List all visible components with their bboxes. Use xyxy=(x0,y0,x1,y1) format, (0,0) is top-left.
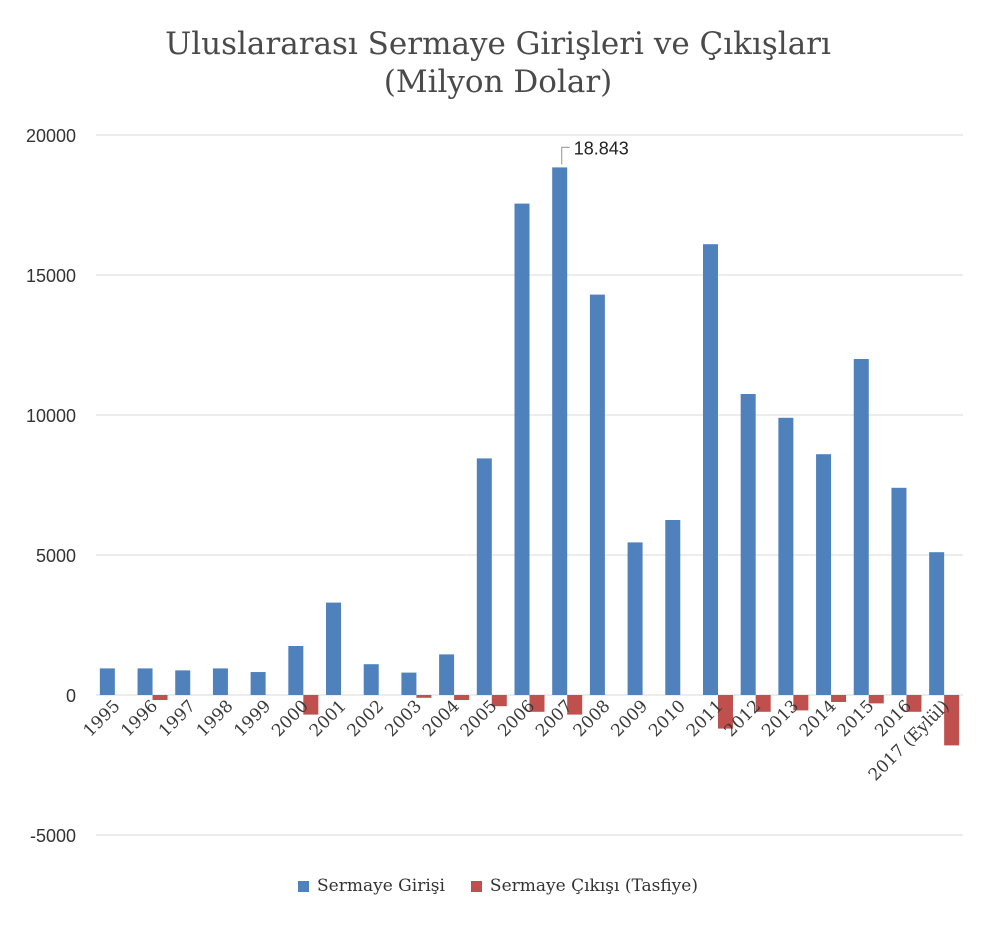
bar-inflow xyxy=(137,668,153,695)
bar-outflow xyxy=(831,695,847,702)
bar-inflow xyxy=(740,394,756,695)
x-tick-label: 2010 xyxy=(645,696,690,741)
y-tick-label: 0 xyxy=(66,686,76,706)
bar-inflow xyxy=(514,203,530,695)
y-tick-label: 15000 xyxy=(26,266,76,286)
bar-outflow xyxy=(529,695,545,712)
bar-outflow xyxy=(303,695,319,715)
bar-outflow xyxy=(416,695,432,698)
bar-inflow xyxy=(326,602,342,695)
bar-inflow xyxy=(853,359,869,695)
chart-legend: Sermaye Girişi Sermaye Çıkışı (Tasfiye) xyxy=(0,876,996,896)
x-tick-label: 1995 xyxy=(80,696,125,741)
legend-label-inflow: Sermaye Girişi xyxy=(317,876,445,896)
bar-inflow xyxy=(891,487,907,695)
bar-outflow xyxy=(944,695,960,746)
x-tick-label: 1996 xyxy=(117,696,162,741)
x-tick-label: 2003 xyxy=(381,696,426,741)
bar-inflow xyxy=(476,458,492,695)
legend-swatch-inflow xyxy=(298,880,310,892)
data-label: 18.843 xyxy=(574,138,629,158)
bar-outflow xyxy=(868,695,884,704)
data-label-leader xyxy=(561,146,570,165)
chart-title: Uluslararası Sermaye Girişleri ve Çıkışl… xyxy=(165,26,831,62)
legend-swatch-outflow xyxy=(470,880,482,892)
x-tick-label: 1999 xyxy=(230,696,275,741)
bar-inflow xyxy=(589,294,605,695)
x-tick-label: 2009 xyxy=(607,696,652,741)
y-tick-label: 20000 xyxy=(26,126,76,146)
bar-outflow xyxy=(454,695,470,701)
bar-outflow xyxy=(491,695,507,707)
bar-outflow xyxy=(755,695,771,712)
bar-inflow xyxy=(778,417,794,695)
bar-inflow xyxy=(665,520,681,695)
bar-outflow xyxy=(152,695,168,701)
bar-outflow xyxy=(567,695,583,715)
legend-item-inflow: Sermaye Girişi xyxy=(298,876,445,896)
bar-inflow xyxy=(702,244,718,695)
x-tick-label: 2002 xyxy=(344,696,389,741)
bar-outflow xyxy=(906,695,922,712)
bar-inflow xyxy=(175,670,191,695)
bar-inflow xyxy=(552,167,568,695)
bar-inflow xyxy=(99,668,115,695)
legend-label-outflow: Sermaye Çıkışı (Tasfiye) xyxy=(489,876,698,896)
bar-inflow xyxy=(363,664,379,695)
y-tick-label: -5000 xyxy=(30,826,76,846)
bar-inflow xyxy=(401,672,417,695)
legend-item-outflow: Sermaye Çıkışı (Tasfiye) xyxy=(470,876,698,896)
bar-inflow xyxy=(439,654,455,695)
bar-inflow xyxy=(816,454,832,695)
bar-inflow xyxy=(250,672,266,695)
x-tick-label: 1998 xyxy=(193,696,238,741)
bar-outflow xyxy=(717,695,733,729)
bar-inflow xyxy=(212,668,228,695)
bar-inflow xyxy=(288,646,304,695)
chart-subtitle: (Milyon Dolar) xyxy=(383,64,613,100)
x-tick-label: 1997 xyxy=(155,696,200,741)
y-tick-label: 10000 xyxy=(26,406,76,426)
bar-outflow xyxy=(793,695,809,711)
x-tick-label: 2004 xyxy=(419,696,464,741)
y-tick-label: 5000 xyxy=(36,546,76,566)
bar-inflow xyxy=(627,542,643,695)
bar-inflow xyxy=(929,552,945,695)
